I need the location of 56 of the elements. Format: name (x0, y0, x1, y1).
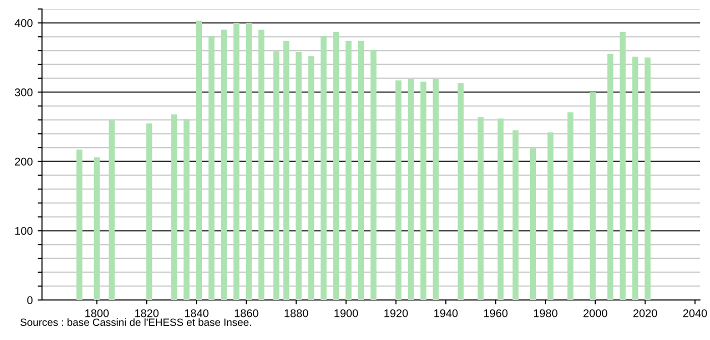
bar (590, 92, 596, 300)
x-tick-label: 1920 (384, 309, 408, 318)
y-tick-label: 0 (27, 296, 33, 304)
bar (94, 157, 100, 300)
bar (498, 118, 504, 300)
bar (76, 150, 82, 300)
bar (246, 22, 252, 300)
x-tick-label: 1960 (484, 309, 508, 318)
bar (420, 82, 426, 300)
x-tick-label: 1860 (234, 309, 258, 318)
bar (620, 32, 626, 300)
bar (220, 30, 227, 300)
bar (512, 130, 519, 300)
bar (296, 52, 302, 300)
bar (632, 56, 638, 300)
bar (530, 148, 536, 300)
bar (478, 117, 484, 300)
bar (146, 123, 152, 300)
x-tick-label: 1820 (135, 309, 159, 318)
x-tick-label: 2040 (683, 309, 707, 318)
x-tick-label: 1800 (85, 309, 109, 318)
bar (333, 32, 340, 300)
bar (358, 40, 364, 300)
x-tick-label: 1880 (284, 309, 308, 318)
bar (283, 40, 290, 300)
y-tick-label: 100 (15, 226, 33, 235)
bar (273, 51, 280, 300)
bar (458, 83, 464, 300)
bar (370, 50, 376, 300)
bar (233, 22, 240, 300)
bar (184, 119, 190, 300)
x-tick-label: 1900 (334, 309, 358, 318)
bar (108, 120, 115, 300)
bar (644, 58, 651, 300)
bar (308, 56, 314, 300)
bar (432, 78, 439, 300)
x-tick-label: 1840 (185, 309, 208, 318)
bar (547, 132, 554, 300)
bar (408, 78, 414, 300)
bar (171, 114, 178, 300)
bar (346, 40, 352, 300)
y-tick-label: 200 (14, 158, 33, 166)
bar (607, 54, 614, 300)
bar (208, 36, 214, 300)
x-tick-label: 1940 (434, 309, 458, 318)
bar (258, 30, 264, 300)
y-tick-label: 400 (14, 19, 33, 27)
bar (567, 112, 574, 300)
x-tick-label: 2020 (633, 309, 658, 318)
x-tick-label: 1980 (534, 309, 558, 318)
bar (320, 36, 327, 300)
x-tick-label: 2000 (584, 309, 608, 318)
y-tick-label: 300 (14, 88, 33, 96)
source-note: Sources : base Cassini de l'EHESS et base Insee. (20, 318, 251, 326)
bar (395, 80, 402, 300)
bar (196, 20, 202, 300)
